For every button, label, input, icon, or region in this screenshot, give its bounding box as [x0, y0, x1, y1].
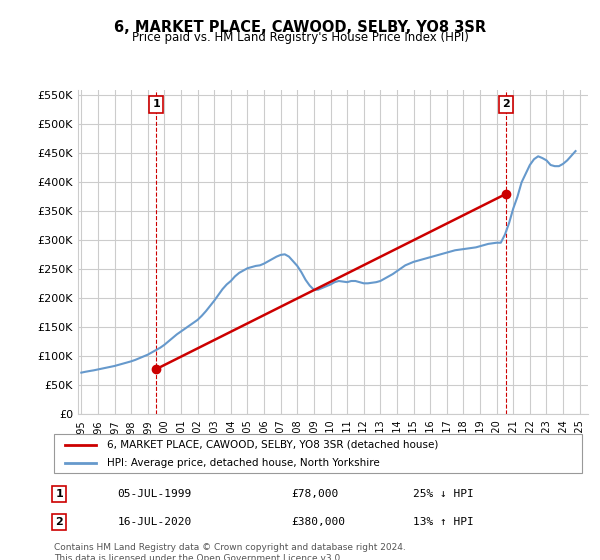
Text: 6, MARKET PLACE, CAWOOD, SELBY, YO8 3SR (detached house): 6, MARKET PLACE, CAWOOD, SELBY, YO8 3SR … [107, 440, 438, 450]
Text: 05-JUL-1999: 05-JUL-1999 [118, 489, 191, 499]
Text: HPI: Average price, detached house, North Yorkshire: HPI: Average price, detached house, Nort… [107, 459, 380, 468]
Text: 1: 1 [152, 99, 160, 109]
Text: 6, MARKET PLACE, CAWOOD, SELBY, YO8 3SR: 6, MARKET PLACE, CAWOOD, SELBY, YO8 3SR [114, 20, 486, 35]
Text: Price paid vs. HM Land Registry's House Price Index (HPI): Price paid vs. HM Land Registry's House … [131, 31, 469, 44]
Text: 1: 1 [55, 489, 63, 499]
Text: 25% ↓ HPI: 25% ↓ HPI [413, 489, 474, 499]
Text: £78,000: £78,000 [292, 489, 339, 499]
Text: Contains HM Land Registry data © Crown copyright and database right 2024.
This d: Contains HM Land Registry data © Crown c… [54, 543, 406, 560]
FancyBboxPatch shape [54, 434, 582, 473]
Text: 2: 2 [55, 517, 63, 527]
Text: 2: 2 [502, 99, 509, 109]
Text: 16-JUL-2020: 16-JUL-2020 [118, 517, 191, 527]
Text: 13% ↑ HPI: 13% ↑ HPI [413, 517, 474, 527]
Text: £380,000: £380,000 [292, 517, 346, 527]
